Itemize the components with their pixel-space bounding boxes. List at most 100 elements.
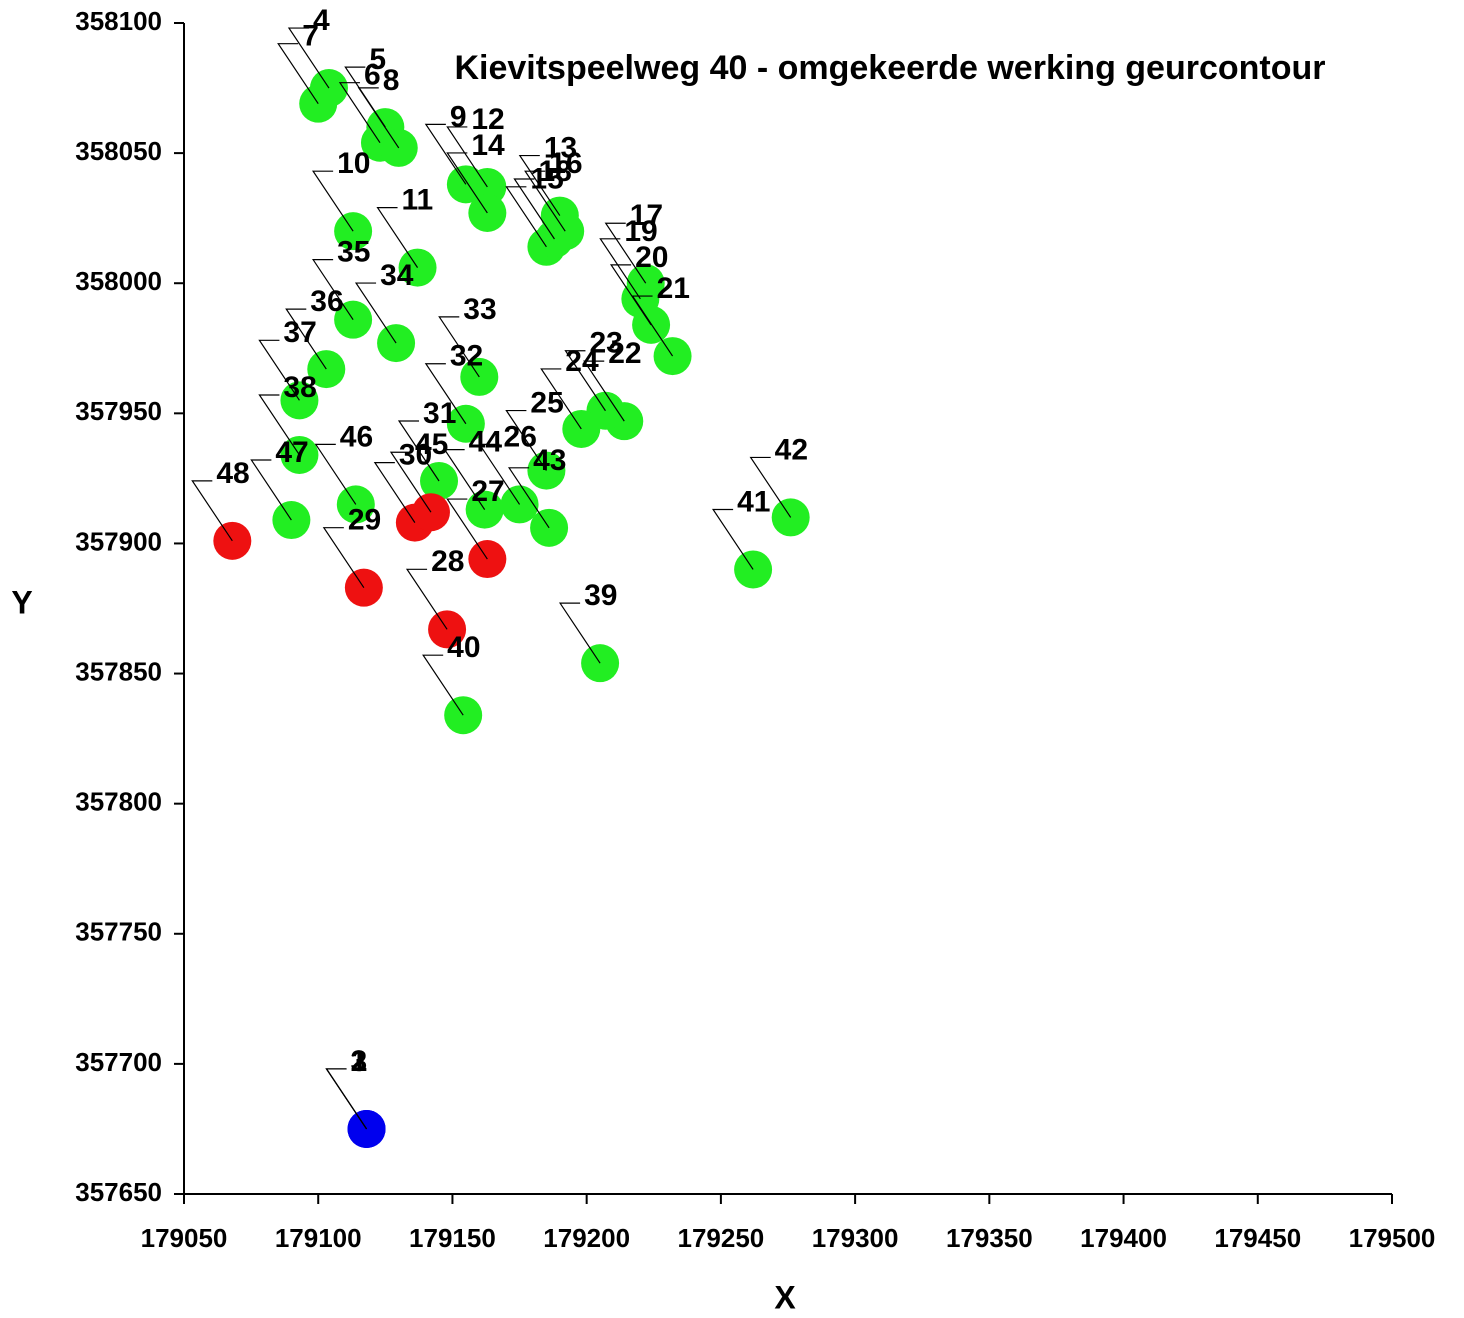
point-label: 8	[383, 64, 400, 97]
label-leader	[258, 339, 300, 401]
point-label: 33	[463, 293, 496, 326]
x-tick-label: 179500	[1349, 1223, 1436, 1253]
y-tick-label: 357800	[75, 787, 162, 817]
point-label: 2	[351, 1045, 368, 1078]
label-leader	[311, 259, 354, 320]
chart-title: Kievitspeelweg 40 - omgekeerde werking g…	[454, 49, 1325, 87]
point-label: 1	[351, 1045, 368, 1078]
label-leader	[287, 27, 330, 89]
y-tick-label: 358050	[75, 136, 162, 166]
point-label: 42	[775, 433, 808, 466]
point-label: 37	[283, 316, 316, 349]
label-leader	[311, 170, 354, 232]
point-label: 44	[469, 426, 503, 459]
label-leader	[604, 222, 647, 284]
label-leader	[443, 449, 486, 510]
y-tick-label: 358100	[75, 6, 162, 36]
point-label: 38	[283, 371, 316, 404]
point-label: 6	[364, 59, 381, 92]
label-leader	[505, 409, 547, 471]
point-label: 11	[402, 184, 434, 217]
label-leader	[285, 308, 327, 370]
y-tick-label: 357900	[75, 526, 162, 556]
point-label: 26	[504, 420, 537, 453]
x-tick-label: 179250	[678, 1223, 765, 1253]
point-label: 9	[450, 100, 467, 133]
point-label: 17	[630, 199, 663, 232]
x-tick-label: 179200	[543, 1223, 630, 1253]
point-label: 24	[565, 345, 599, 378]
x-tick-label: 179400	[1080, 1223, 1167, 1253]
label-leader	[583, 360, 625, 422]
point-label: 41	[737, 485, 770, 518]
point-label: 25	[530, 387, 563, 420]
label-leader	[277, 43, 319, 105]
point	[336, 485, 375, 524]
point-label: 32	[450, 340, 483, 373]
y-axis-label: Y	[11, 584, 32, 620]
label-leader	[507, 467, 550, 529]
label-leader	[373, 462, 416, 523]
point	[465, 490, 504, 529]
point-label: 4	[313, 4, 330, 37]
y-tick-label: 357650	[75, 1177, 162, 1207]
point-label: 46	[340, 420, 373, 453]
y-tick-label: 357750	[75, 917, 162, 947]
point-label: 16	[549, 147, 582, 180]
label-leader	[446, 498, 488, 560]
label-leader	[325, 1068, 368, 1130]
label-leader	[376, 207, 419, 268]
point-label: 18	[538, 155, 571, 188]
point-label: 19	[624, 215, 657, 248]
label-leader	[357, 87, 400, 149]
point-label: 27	[471, 475, 504, 508]
y-tick-label: 358000	[75, 266, 162, 296]
label-leader	[446, 152, 488, 214]
point-label: 21	[657, 272, 690, 305]
label-leader	[250, 459, 292, 521]
label-leader	[540, 368, 582, 430]
x-axis-label: X	[774, 1279, 796, 1315]
label-leader	[338, 82, 381, 144]
label-leader	[422, 654, 464, 716]
x-tick-label: 179050	[141, 1223, 228, 1253]
label-leader	[711, 508, 754, 570]
point-label: 31	[423, 397, 456, 430]
point-label: 45	[415, 428, 448, 461]
label-leader	[478, 443, 521, 505]
label-leader	[258, 394, 300, 456]
label-leader	[599, 238, 641, 300]
point-label: 12	[471, 103, 504, 136]
label-leader	[749, 456, 792, 518]
label-leader	[513, 178, 555, 240]
point-label: 30	[399, 439, 432, 472]
label-leader	[424, 123, 467, 185]
label-leader	[424, 363, 467, 425]
label-leader	[314, 443, 357, 505]
y-tick-label: 357950	[75, 396, 162, 426]
point-label: 47	[275, 436, 308, 469]
point-label: 28	[431, 545, 464, 578]
point-label: 13	[544, 131, 577, 164]
label-leader	[631, 295, 674, 357]
point-label: 5	[369, 43, 386, 76]
point-label: 23	[589, 327, 622, 360]
x-tick-label: 179450	[1214, 1223, 1301, 1253]
label-leader	[354, 282, 397, 344]
y-tick-label: 357850	[75, 656, 162, 686]
label-leader	[191, 480, 233, 542]
point-label: 35	[337, 236, 370, 269]
x-tick-label: 179100	[275, 1223, 362, 1253]
point	[500, 485, 539, 524]
label-leader	[438, 316, 480, 378]
x-tick-label: 179150	[409, 1223, 496, 1253]
point-label: 10	[337, 147, 370, 180]
y-tick-label: 357700	[75, 1047, 162, 1077]
point-label: 20	[635, 241, 668, 274]
label-leader	[518, 154, 561, 216]
label-leader	[446, 126, 488, 188]
point-label: 22	[608, 337, 641, 370]
point-label: 34	[380, 259, 414, 292]
label-leader	[564, 350, 606, 412]
